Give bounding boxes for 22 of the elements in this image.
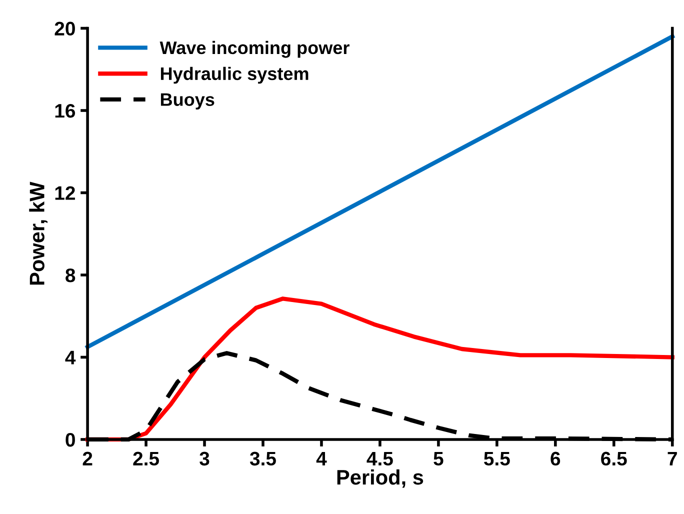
x-tick-label: 3.5: [250, 452, 276, 466]
x-tick-label: 7: [668, 452, 677, 466]
x-axis-title: Period, s: [337, 469, 424, 488]
x-tick-label: 6.5: [601, 452, 627, 466]
x-tick-label: 2: [82, 452, 92, 466]
y-tick-label: 0: [66, 432, 75, 447]
y-tick-label: 4: [65, 350, 76, 364]
x-tick-label: 2.5: [133, 452, 160, 466]
x-tick-label: 5: [434, 452, 444, 466]
y-tick-label: 8: [66, 268, 76, 282]
y-axis-title: Power, kW: [29, 182, 48, 285]
y-tick-label: 20: [54, 22, 75, 36]
y-tick-label: 16: [55, 104, 76, 118]
y-tick-label: 12: [55, 186, 75, 200]
x-tick-label: 4: [316, 452, 327, 466]
legend-label: Hydraulic system: [160, 66, 308, 84]
legend-label: Wave incoming power: [160, 40, 350, 58]
x-tick-label: 3: [200, 452, 210, 466]
legend-label: Buoys: [160, 93, 214, 110]
x-tick-label: 6: [550, 452, 560, 466]
x-tick-label: 4.5: [366, 452, 393, 466]
x-tick-label: 5.5: [484, 452, 510, 466]
